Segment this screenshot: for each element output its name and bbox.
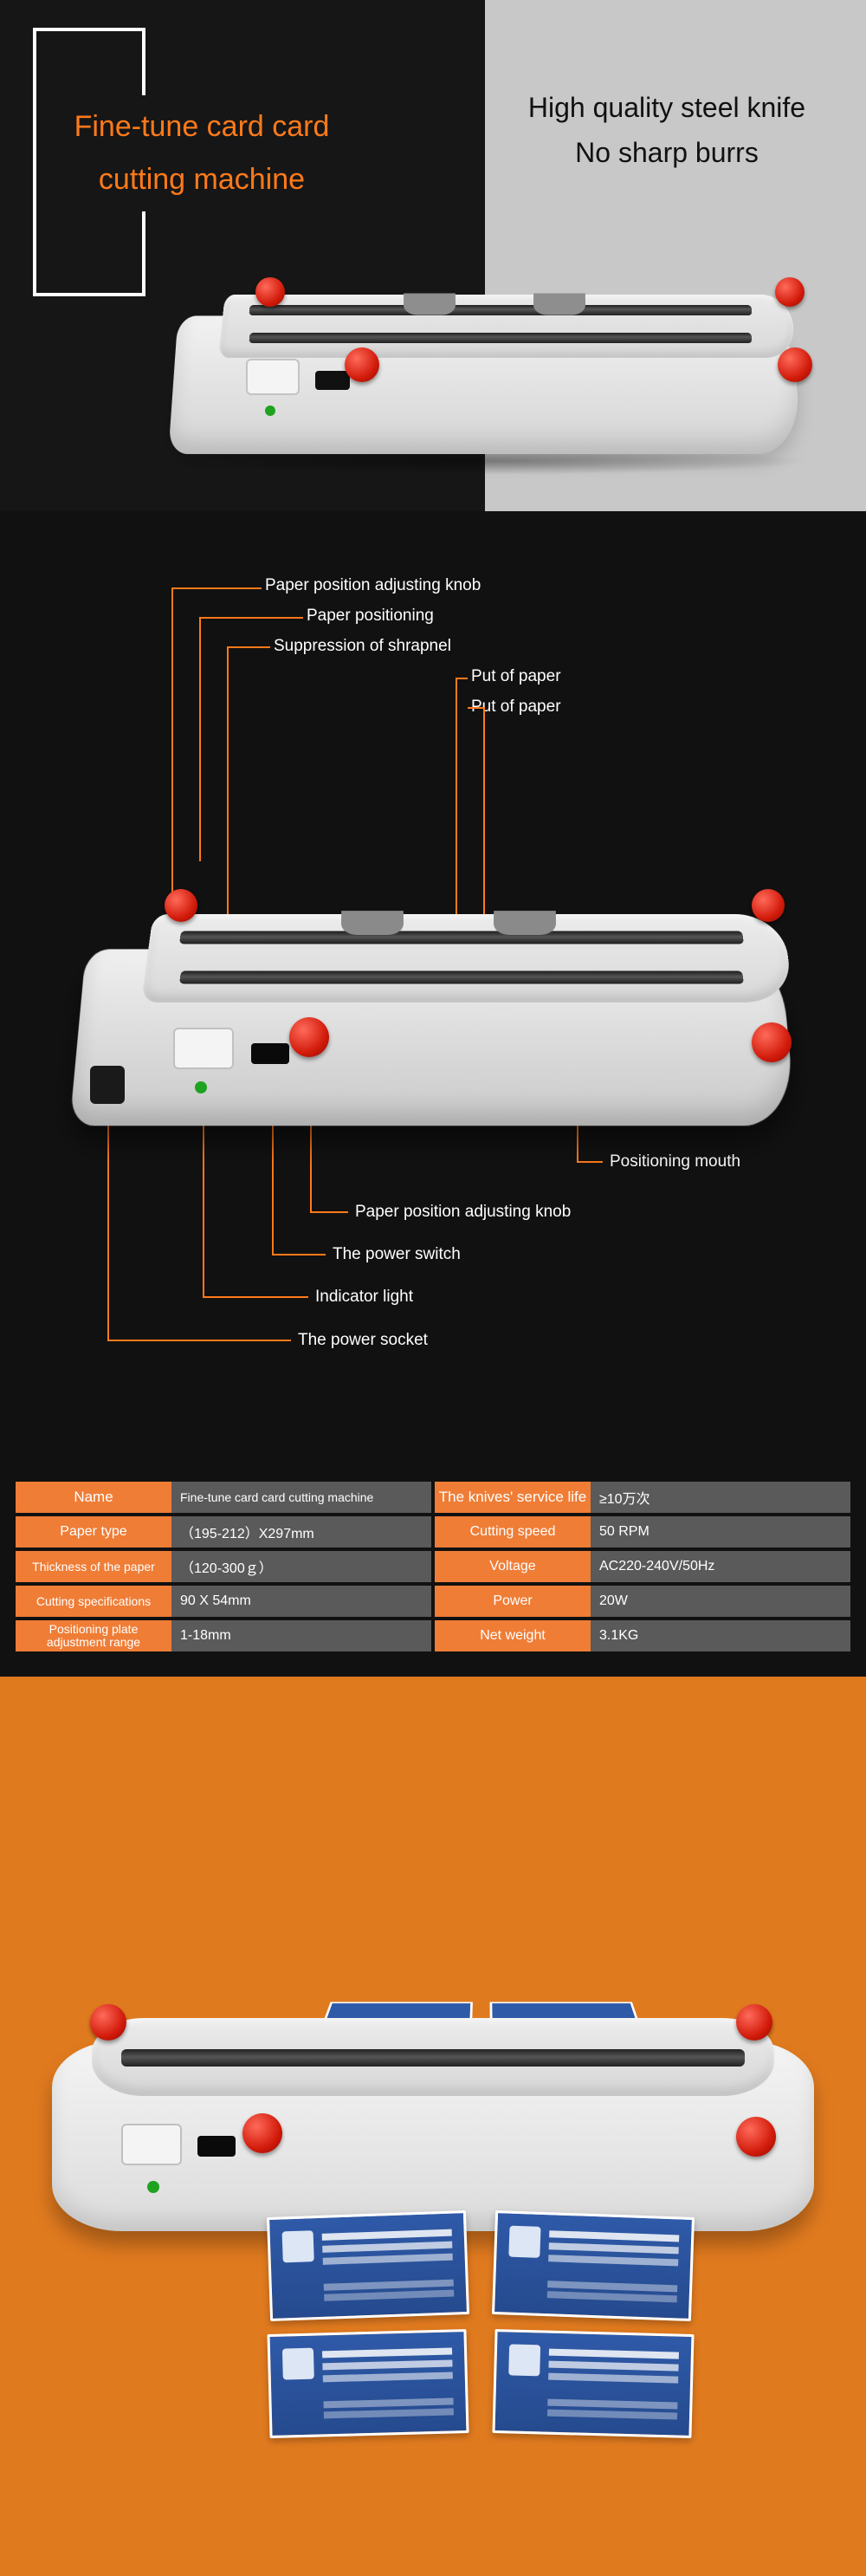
knob-icon	[90, 2004, 126, 2041]
spec-label: The knives' service life	[435, 1482, 591, 1513]
spec-value: 50 RPM	[591, 1516, 850, 1548]
knob-icon	[242, 2113, 282, 2153]
knob-icon	[165, 889, 197, 922]
table-row: Name Fine-tune card card cutting machine…	[16, 1482, 850, 1513]
spec-value: （195-212）X297mm	[171, 1516, 431, 1548]
label-paper-adjusting-knob: Paper position adjusting knob	[265, 576, 481, 595]
spec-value: 3.1KG	[591, 1620, 850, 1651]
output-demo-section	[0, 1677, 866, 2576]
table-row: Cutting specifications 90 X 54mm Power 2…	[16, 1586, 850, 1617]
hero-section: Fine-tune card card cutting machine High…	[0, 0, 866, 511]
spec-label: Paper type	[16, 1516, 171, 1548]
spec-label: Net weight	[435, 1620, 591, 1651]
spec-label: Cutting specifications	[16, 1586, 171, 1617]
knob-icon	[752, 1022, 792, 1062]
spec-value: AC220-240V/50Hz	[591, 1551, 850, 1582]
spec-value: Fine-tune card card cutting machine	[171, 1482, 431, 1513]
card-icon	[267, 2329, 469, 2438]
labeled-diagram-section: Paper position adjusting knob Paper posi…	[0, 511, 866, 1677]
spec-label: Name	[16, 1482, 171, 1513]
hero-sub2: No sharp burrs	[485, 137, 849, 169]
hero-title-l2: cutting machine	[99, 163, 305, 196]
knob-icon	[778, 347, 812, 382]
spec-table: Name Fine-tune card card cutting machine…	[16, 1482, 850, 1655]
label-suppression-shrapnel: Suppression of shrapnel	[274, 637, 451, 656]
label-indicator-light: Indicator light	[315, 1288, 413, 1307]
power-switch-icon	[251, 1043, 289, 1064]
spec-label: Positioning plate adjustment range	[16, 1620, 171, 1651]
spec-value: 90 X 54mm	[171, 1586, 431, 1617]
spec-value: （120-300ｇ）	[171, 1551, 431, 1582]
label-put-of-paper-1: Put of paper	[471, 667, 561, 686]
table-row: Positioning plate adjustment range 1-18m…	[16, 1620, 850, 1651]
knob-icon	[775, 277, 805, 307]
hero-title-l1: Fine-tune card card	[74, 110, 330, 143]
table-row: Thickness of the paper （120-300ｇ） Voltag…	[16, 1551, 850, 1582]
indicator-light-icon	[195, 1081, 207, 1093]
label-power-switch: The power switch	[333, 1245, 461, 1264]
label-paper-adjusting-knob-2: Paper position adjusting knob	[355, 1203, 571, 1222]
card-icon	[492, 2210, 695, 2321]
knob-icon	[736, 2004, 772, 2041]
knob-icon	[736, 2117, 776, 2157]
diagram-machine	[43, 771, 823, 1204]
badge-icon	[173, 1028, 234, 1069]
table-row: Paper type （195-212）X297mm Cutting speed…	[16, 1516, 850, 1548]
spec-value: ≥10万次	[591, 1482, 850, 1513]
hero-title: Fine-tune card card cutting machine	[42, 95, 362, 211]
label-power-socket: The power socket	[298, 1331, 428, 1350]
card-icon	[492, 2329, 694, 2438]
cards-output	[260, 2214, 719, 2456]
indicator-light-icon	[147, 2181, 159, 2193]
label-positioning-mouth: Positioning mouth	[610, 1152, 740, 1171]
knob-icon	[752, 889, 785, 922]
spec-label: Voltage	[435, 1551, 591, 1582]
hero-sub1: High quality steel knife	[485, 92, 849, 124]
card-icon	[267, 2210, 469, 2321]
spec-value: 20W	[591, 1586, 850, 1617]
power-switch-icon	[197, 2136, 236, 2157]
knob-icon	[289, 1017, 329, 1057]
spec-value: 1-18mm	[171, 1620, 431, 1651]
label-paper-positioning: Paper positioning	[307, 607, 434, 626]
spec-label: Power	[435, 1586, 591, 1617]
spec-label: Thickness of the paper	[16, 1551, 171, 1582]
badge-icon	[121, 2124, 182, 2165]
spec-label: Cutting speed	[435, 1516, 591, 1548]
